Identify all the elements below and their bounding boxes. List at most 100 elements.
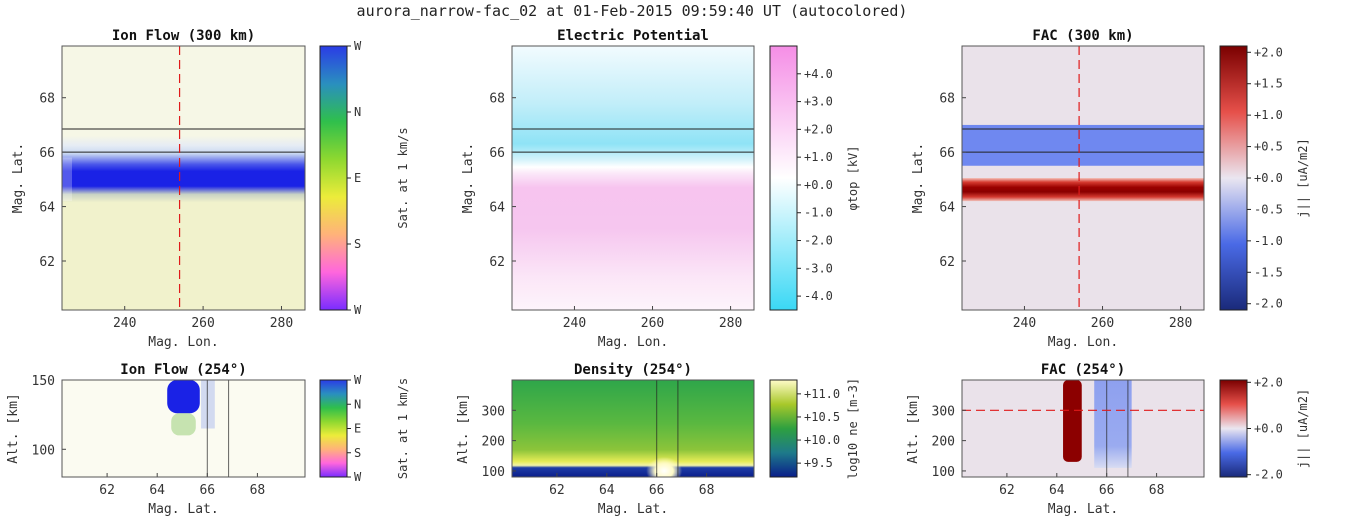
plot-area: [512, 46, 754, 310]
colorbar-label: φtop [kV]: [846, 145, 860, 210]
colorbar-density_profile: +11.0 +10.5 +10.0 +9.5 log10 ne [m-3]: [769, 378, 860, 479]
colorbar-tick-label: +0.5: [1254, 140, 1283, 154]
x-tick-label: 240: [113, 316, 136, 331]
y-axis-label: Alt. [km]: [6, 393, 21, 463]
x-tick-label: 280: [719, 316, 742, 331]
panel-ion_flow_map: Ion Flow (300 km) 240 260 280 62 64 66 68 Mag. L…: [11, 28, 306, 350]
plot-area: [962, 46, 1204, 310]
colorbar-tick-label: -1.5: [1254, 265, 1283, 279]
colorbar-label: j|| [uA/m2]: [1296, 389, 1310, 468]
plot-area: [512, 380, 754, 477]
y-axis-label: Mag. Lat.: [11, 143, 26, 213]
y-tick-label: 64: [39, 201, 55, 216]
x-tick-label: 240: [1013, 316, 1036, 331]
x-tick-label: 66: [1099, 483, 1115, 498]
flow-field: [62, 46, 305, 310]
flow-column: [167, 380, 200, 414]
x-tick-label: 64: [149, 483, 165, 498]
plot-area: [962, 380, 1204, 477]
colorbar-label: Sat. at 1 km/s: [396, 378, 410, 479]
colorbar-tick-label: S: [354, 446, 361, 460]
panel-ion_flow_profile: Ion Flow (254°) 62 64 66 68 100 150 Mag. Lat. Al…: [6, 362, 306, 517]
colorbar-tick-label: +1.0: [1254, 108, 1283, 122]
colorbar-strip: [1219, 379, 1248, 478]
colorbar-fac_map: +2.0 +1.5 +1.0 +0.5 +0.0 -0.5 -1.0 -1.5 -2.0 j|| …: [1219, 45, 1310, 311]
colorbar-tick-label: W: [354, 39, 362, 53]
colorbar-tick-label: +10.5: [804, 410, 840, 424]
y-tick-label: 300: [482, 404, 505, 419]
y-tick-label: 100: [32, 443, 55, 458]
colorbar-tick-label: +0.0: [1254, 422, 1283, 436]
plot-area: [62, 380, 305, 477]
x-tick-label: 62: [999, 483, 1015, 498]
colorbar-label: log10 ne [m-3]: [846, 378, 860, 479]
plot-area: [62, 46, 305, 310]
y-tick-label: 64: [489, 201, 505, 216]
colorbar-tick-label: +10.0: [804, 433, 840, 447]
potential-field: [512, 46, 754, 310]
colorbar-tick-label: S: [354, 237, 361, 251]
plot-border: [61, 379, 306, 478]
colorbar-tick-label: -2.0: [1254, 297, 1283, 311]
y-axis-label: Alt. [km]: [456, 393, 471, 463]
x-tick-label: 260: [641, 316, 664, 331]
x-axis-label: Mag. Lat.: [1048, 502, 1118, 517]
colorbar-tick-label: -3.0: [804, 261, 833, 275]
colorbar-strip: [1219, 45, 1248, 311]
colorbar-tick-label: -0.5: [1254, 202, 1283, 216]
y-tick-label: 66: [489, 146, 505, 161]
x-tick-label: 68: [699, 483, 715, 498]
panel-title: Ion Flow (300 km): [112, 28, 255, 44]
x-tick-label: 240: [563, 316, 586, 331]
y-axis-label: Mag. Lat.: [911, 143, 926, 213]
plot-border: [61, 45, 306, 311]
colorbar-tick-label: -4.0: [804, 289, 833, 303]
y-tick-label: 68: [489, 92, 505, 107]
colorbar-strip: [769, 45, 798, 311]
x-tick-label: 64: [599, 483, 615, 498]
colorbar-tick-label: +3.0: [804, 95, 833, 109]
fac-band-downward: [962, 124, 1204, 166]
y-tick-label: 100: [932, 465, 955, 480]
x-tick-label: 260: [191, 316, 214, 331]
y-tick-label: 68: [39, 92, 55, 107]
y-axis-label: Mag. Lat.: [461, 143, 476, 213]
colorbar-tick-label: +0.0: [1254, 171, 1283, 185]
colorbar-tick-label: -2.0: [1254, 468, 1283, 482]
plot-border: [511, 379, 755, 478]
x-axis-label: Mag. Lat.: [148, 502, 218, 517]
colorbar-tick-label: +2.0: [1254, 375, 1283, 389]
y-tick-label: 62: [39, 255, 55, 270]
colorbar-tick-label: +4.0: [804, 67, 833, 81]
flow-transition: [171, 413, 196, 436]
colorbar-tick-label: +11.0: [804, 387, 840, 401]
density-field: [512, 380, 754, 477]
flow-edge: [62, 157, 72, 202]
panel-electric_potential_map: Electric Potential 240 260 280 62 64 66 68 Mag. …: [461, 28, 755, 350]
panel-fac_profile: FAC (254°) 62 64 66 68 100 200 300 Mag. Lat. Alt.…: [906, 362, 1205, 517]
y-tick-label: 66: [39, 146, 55, 161]
x-tick-label: 62: [549, 483, 565, 498]
colorbar-label: j|| [uA/m2]: [1296, 138, 1310, 217]
colorbar-label: Sat. at 1 km/s: [396, 127, 410, 228]
x-axis-label: Mag. Lon.: [148, 335, 218, 350]
panel-title: Density (254°): [574, 362, 692, 378]
colorbar-tick-label: -1.0: [804, 206, 833, 220]
y-tick-label: 64: [939, 201, 955, 216]
plot-border: [961, 379, 1205, 478]
colorbar-tick-label: +9.5: [804, 456, 833, 470]
fac-profile-background: [962, 380, 1204, 477]
colorbar-tick-label: +1.0: [804, 150, 833, 164]
x-tick-label: 260: [1091, 316, 1114, 331]
panel-density_profile: Density (254°) 62 64 66 68 100 200 300 Mag. Lat.…: [456, 362, 755, 517]
panel-title: Electric Potential: [557, 28, 709, 44]
panel-fac_map: FAC (300 km) 240 260 280 62 64 66 68 Mag. Lon. Ma…: [911, 28, 1205, 350]
y-tick-label: 200: [932, 435, 955, 450]
x-tick-label: 68: [250, 483, 266, 498]
y-tick-label: 300: [932, 404, 955, 419]
y-tick-label: 62: [939, 255, 955, 270]
colorbar-fac_profile: +2.0 +0.0 -2.0 j|| [uA/m2]: [1219, 375, 1310, 482]
y-tick-label: 150: [32, 374, 55, 389]
